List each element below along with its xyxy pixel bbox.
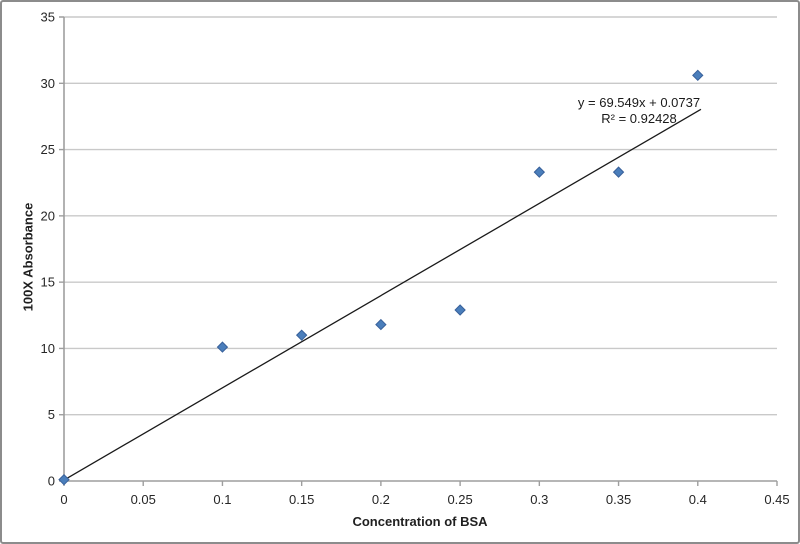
x-tick-label: 0.35 bbox=[606, 492, 631, 507]
y-tick-label: 0 bbox=[48, 474, 55, 489]
data-point-marker bbox=[533, 166, 546, 178]
data-point-marker bbox=[58, 473, 70, 486]
trendline-r-squared-label: R² = 0.92428 bbox=[601, 111, 677, 126]
data-point-marker bbox=[216, 341, 229, 353]
y-tick-label: 15 bbox=[41, 275, 55, 290]
y-tick-label: 25 bbox=[41, 142, 55, 157]
data-point-marker bbox=[454, 304, 466, 316]
data-point-marker bbox=[295, 329, 308, 341]
trendline bbox=[63, 108, 702, 481]
y-axis-title: 100X Absorbance bbox=[20, 202, 36, 312]
y-tick-label: 10 bbox=[41, 341, 55, 356]
y-tick-label: 35 bbox=[41, 10, 55, 25]
x-tick-label: 0.4 bbox=[689, 492, 707, 507]
data-point-marker bbox=[612, 166, 625, 178]
x-tick-label: 0.15 bbox=[289, 492, 314, 507]
x-tick-label: 0.25 bbox=[447, 492, 472, 507]
x-tick-label: 0.05 bbox=[131, 492, 156, 507]
x-tick-label: 0.3 bbox=[530, 492, 548, 507]
x-tick-label: 0.45 bbox=[764, 492, 789, 507]
y-tick-label: 20 bbox=[41, 208, 55, 223]
y-tick-label: 5 bbox=[48, 407, 55, 422]
x-axis-title: Concentration of BSA bbox=[352, 514, 488, 529]
x-tick-label: 0 bbox=[60, 492, 67, 507]
trendline-equation-label: y = 69.549x + 0.0737 bbox=[577, 95, 701, 110]
data-point-marker bbox=[692, 69, 704, 82]
data-point-marker bbox=[375, 318, 387, 331]
x-tick-label: 0.1 bbox=[213, 492, 231, 507]
x-tick-label: 0.2 bbox=[372, 492, 390, 507]
y-tick-label: 30 bbox=[41, 76, 55, 91]
trendline-annotation: y = 69.549x + 0.0737 R² = 0.92428 bbox=[529, 95, 749, 127]
